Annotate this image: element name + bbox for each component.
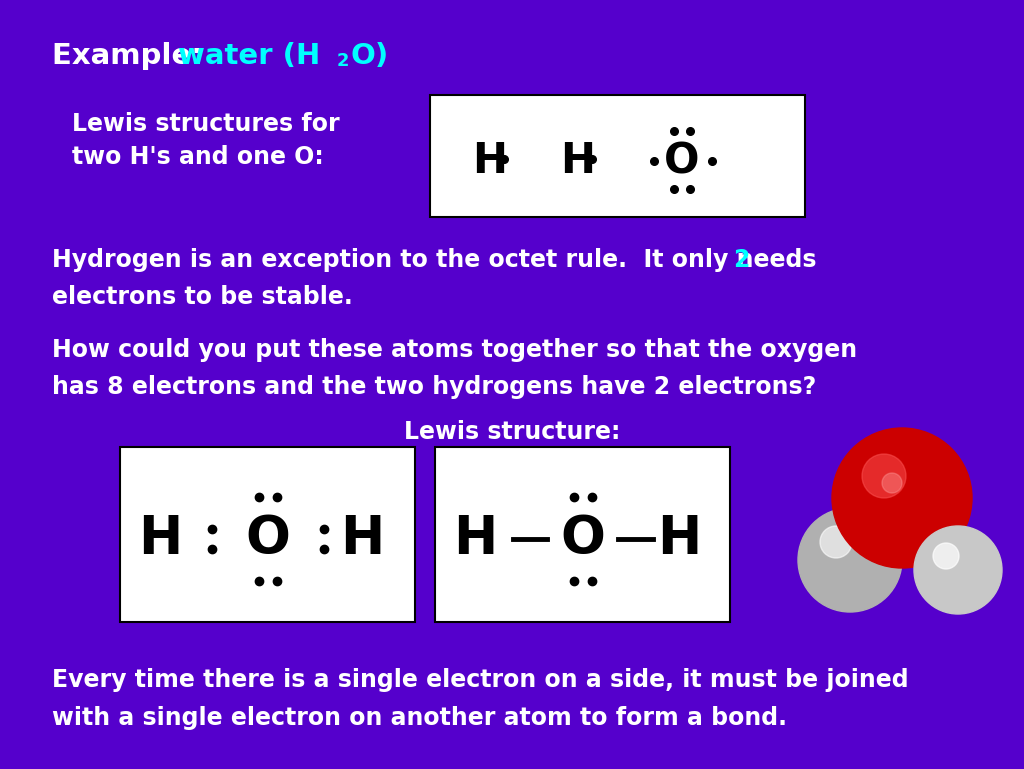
Text: Lewis structure:: Lewis structure:	[403, 420, 621, 444]
Text: Every time there is a single electron on a side, it must be joined: Every time there is a single electron on…	[52, 668, 908, 692]
Text: 2: 2	[733, 248, 750, 272]
Text: electrons to be stable.: electrons to be stable.	[52, 285, 352, 309]
Circle shape	[862, 454, 906, 498]
Bar	[430, 95, 805, 217]
Text: with a single electron on another atom to form a bond.: with a single electron on another atom t…	[52, 706, 787, 730]
Text: O: O	[560, 513, 605, 565]
Text: H: H	[453, 513, 498, 565]
Circle shape	[933, 543, 959, 569]
Text: H: H	[340, 513, 384, 565]
Text: How could you put these atoms together so that the oxygen: How could you put these atoms together s…	[52, 338, 857, 362]
Text: O: O	[665, 140, 699, 182]
Text: two H's and one O:: two H's and one O:	[72, 145, 324, 169]
Text: O: O	[246, 513, 291, 565]
Circle shape	[798, 508, 902, 612]
Text: H: H	[560, 140, 595, 182]
Text: 2: 2	[337, 52, 349, 70]
Text: Lewis structures for: Lewis structures for	[72, 112, 340, 136]
Text: Example:: Example:	[52, 42, 213, 70]
Text: Hydrogen is an exception to the octet rule.  It only needs: Hydrogen is an exception to the octet ru…	[52, 248, 824, 272]
Bar	[120, 447, 415, 622]
Circle shape	[820, 526, 852, 558]
Text: water (H: water (H	[178, 42, 321, 70]
Circle shape	[914, 526, 1002, 614]
Text: H: H	[472, 140, 507, 182]
Text: H: H	[138, 513, 182, 565]
Bar	[435, 447, 730, 622]
Text: H: H	[657, 513, 701, 565]
Text: has 8 electrons and the two hydrogens have 2 electrons?: has 8 electrons and the two hydrogens ha…	[52, 375, 816, 399]
Circle shape	[882, 473, 902, 493]
Circle shape	[831, 428, 972, 568]
Text: O): O)	[351, 42, 389, 70]
